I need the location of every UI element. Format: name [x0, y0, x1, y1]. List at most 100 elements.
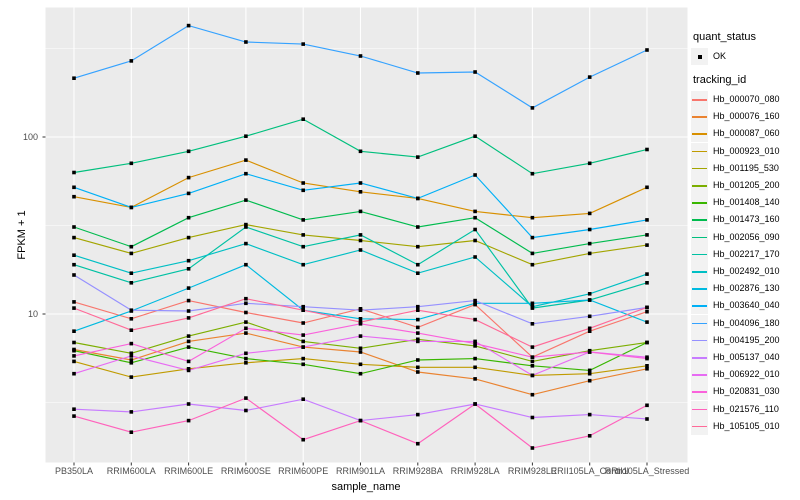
data-point: [358, 371, 363, 376]
legend-line-icon: [692, 425, 707, 428]
data-point: [244, 198, 248, 202]
data-point: [358, 320, 363, 324]
data-point: [530, 364, 535, 368]
data-point: [72, 273, 76, 277]
data-point: [72, 306, 76, 310]
legend-label-Hb_002876_130: Hb_002876_130: [713, 283, 780, 294]
legend-line-icon: [692, 99, 707, 101]
data-point: [129, 375, 134, 379]
legend-key-Hb_000923_010: [691, 142, 708, 160]
data-point: [358, 362, 363, 367]
data-point: [186, 149, 191, 154]
legend-key-Hb_001205_200: [691, 177, 708, 194]
legend-line-icon: [692, 167, 707, 170]
data-point: [186, 267, 191, 271]
data-point: [358, 233, 363, 237]
x-tick-label: RRIM928LA: [450, 466, 500, 476]
x-tick-label: RRIM600LA: [106, 466, 156, 476]
data-point: [416, 196, 420, 201]
data-point: [244, 171, 248, 176]
data-point: [587, 371, 592, 376]
data-point: [129, 354, 134, 358]
data-point: [530, 322, 535, 326]
data-point: [129, 251, 134, 256]
data-point: [587, 292, 592, 296]
data-point: [72, 359, 76, 364]
legend-line-icon: [692, 150, 707, 153]
x-tick-label: RRIM600SE: [220, 466, 271, 476]
data-point: [244, 301, 248, 306]
data-point: [416, 358, 420, 362]
data-point: [358, 418, 363, 423]
data-point: [72, 354, 76, 358]
data-point: [645, 356, 649, 361]
legend-key-Hb_003640_040: [691, 297, 708, 315]
data-point: [186, 215, 191, 220]
data-point: [244, 356, 248, 361]
data-point: [530, 304, 535, 309]
data-point: [530, 235, 535, 240]
y-axis-title: FPKM + 1: [16, 210, 28, 260]
data-point: [587, 434, 592, 438]
data-point: [587, 412, 592, 417]
data-point: [358, 248, 363, 252]
legend-key-Hb_000070_080: [691, 91, 708, 108]
data-point: [244, 222, 248, 227]
data-point: [645, 218, 649, 222]
legend-line-icon: [692, 219, 707, 221]
data-point: [587, 211, 592, 216]
data-point: [473, 173, 477, 177]
data-point: [301, 437, 305, 442]
panel-background: [45, 7, 688, 463]
data-point: [473, 402, 477, 406]
data-point: [530, 446, 535, 450]
data-point: [129, 358, 134, 362]
legend-label-Hb_021576_110: Hb_021576_110: [713, 403, 779, 414]
data-point: [645, 243, 649, 247]
data-point: [416, 441, 420, 446]
data-point: [645, 48, 649, 52]
data-point: [72, 262, 76, 267]
data-point: [587, 378, 592, 383]
legend-key-Hb_002217_170: [691, 245, 708, 263]
data-point: [72, 253, 76, 257]
legend-key-Hb_001408_140: [691, 194, 708, 212]
data-point: [416, 225, 420, 229]
data-point: [244, 296, 248, 301]
data-point: [129, 317, 134, 321]
data-point: [129, 308, 134, 312]
data-point: [186, 402, 191, 406]
data-point: [129, 410, 134, 414]
data-point: [186, 345, 191, 349]
legend-line-icon: [692, 374, 707, 376]
legend-line-icon: [692, 305, 707, 307]
data-point: [587, 329, 592, 333]
data-point: [301, 188, 305, 193]
legend-key-Hb_000087_060: [691, 125, 708, 143]
data-point: [530, 355, 535, 359]
legend-key-Hb_005137_040: [691, 349, 708, 366]
data-point: [473, 134, 477, 138]
legend-label-Hb_000070_080: Hb_000070_080: [713, 94, 780, 104]
data-point: [301, 218, 305, 222]
data-point: [186, 23, 191, 28]
data-point: [645, 281, 649, 285]
x-tick-label: RRIM600PE: [278, 466, 329, 476]
data-point: [473, 344, 477, 348]
data-point: [301, 117, 305, 121]
data-point: [358, 346, 363, 351]
data-point: [72, 185, 76, 190]
data-point: [587, 161, 592, 166]
legend-key-Hb_002876_130: [691, 280, 708, 298]
x-tick-label: RRIM600LE: [164, 466, 214, 476]
data-point: [645, 417, 649, 421]
legend-label-Hb_002492_010: Hb_002492_010: [713, 266, 780, 276]
x-axis-title: sample_name: [331, 481, 401, 493]
data-point: [530, 171, 535, 176]
legend-label-Hb_000923_010: Hb_000923_010: [713, 145, 780, 156]
data-point: [416, 71, 420, 75]
legend-key-Hb_020831_030: [691, 383, 708, 401]
data-point: [587, 350, 592, 354]
data-point: [473, 356, 477, 361]
